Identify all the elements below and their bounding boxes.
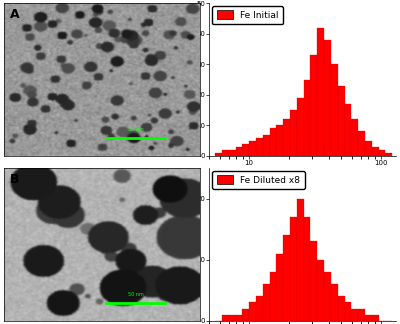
Bar [256, 296, 263, 321]
Bar [242, 308, 249, 321]
Bar [358, 308, 365, 321]
Bar [317, 260, 324, 321]
Legend: Fe Diluted x8: Fe Diluted x8 [212, 171, 305, 189]
Bar [310, 241, 317, 321]
Bar [249, 302, 256, 321]
Bar [249, 141, 256, 156]
Bar [386, 153, 392, 156]
X-axis label: Particle diameter, nm: Particle diameter, nm [256, 169, 349, 178]
Bar [290, 110, 297, 156]
Bar [365, 315, 372, 321]
Bar [358, 132, 365, 156]
Bar [304, 217, 310, 321]
Bar [270, 272, 276, 321]
Bar [351, 308, 358, 321]
Text: 50 nm: 50 nm [128, 127, 144, 132]
Y-axis label: Number of particles, pcs: Number of particles, pcs [188, 36, 194, 123]
Text: A: A [10, 8, 20, 21]
Bar [236, 315, 242, 321]
Bar [372, 147, 378, 156]
Text: B: B [10, 173, 19, 186]
Bar [222, 315, 229, 321]
Bar [283, 119, 290, 156]
Bar [297, 199, 304, 321]
Bar [338, 86, 344, 156]
Bar [256, 138, 263, 156]
Legend: Fe Initial: Fe Initial [212, 6, 283, 24]
Bar [378, 150, 386, 156]
Bar [229, 315, 236, 321]
Bar [236, 147, 242, 156]
Bar [263, 134, 270, 156]
Bar [276, 254, 283, 321]
Bar [242, 144, 249, 156]
Bar [297, 98, 304, 156]
Y-axis label: Number of particles, pcs: Number of particles, pcs [188, 201, 194, 288]
Bar [283, 235, 290, 321]
Bar [310, 55, 317, 156]
Bar [324, 40, 331, 156]
Bar [344, 104, 351, 156]
Bar [351, 119, 358, 156]
Bar [276, 125, 283, 156]
Bar [365, 141, 372, 156]
Bar [229, 150, 236, 156]
Bar [263, 284, 270, 321]
Bar [317, 28, 324, 156]
Bar [338, 296, 344, 321]
Bar [270, 128, 276, 156]
Bar [344, 302, 351, 321]
Text: 50 nm: 50 nm [128, 292, 144, 297]
Bar [222, 150, 229, 156]
Bar [331, 64, 338, 156]
Bar [215, 153, 222, 156]
Bar [372, 315, 378, 321]
Bar [304, 80, 310, 156]
Bar [324, 272, 331, 321]
Bar [331, 284, 338, 321]
Bar [290, 217, 297, 321]
